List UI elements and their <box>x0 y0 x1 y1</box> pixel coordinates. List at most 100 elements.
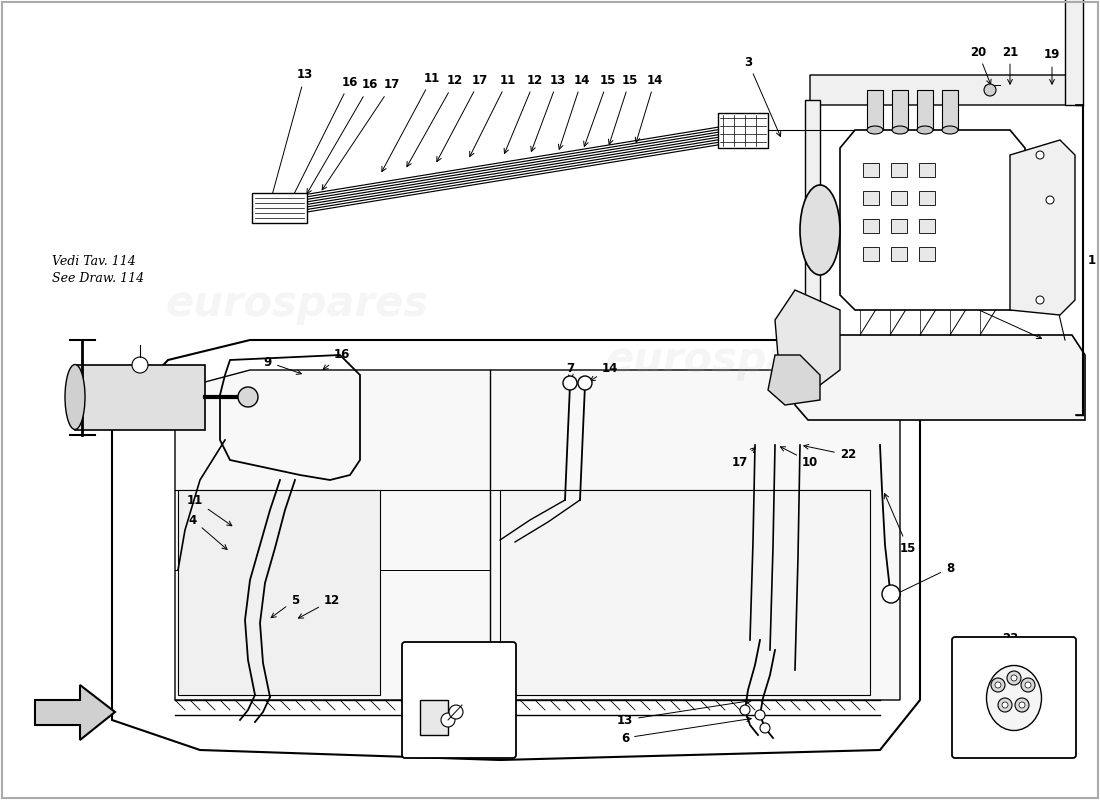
Circle shape <box>563 376 578 390</box>
Bar <box>864 163 879 177</box>
Text: 16: 16 <box>307 78 378 194</box>
Text: 12: 12 <box>504 74 543 154</box>
Bar <box>917 90 933 130</box>
Circle shape <box>984 84 996 96</box>
Text: 15: 15 <box>884 494 916 554</box>
Text: 14: 14 <box>635 74 663 142</box>
Text: 17: 17 <box>732 448 756 469</box>
Polygon shape <box>500 490 870 695</box>
Circle shape <box>578 376 592 390</box>
Text: 13: 13 <box>531 74 566 151</box>
Bar <box>75 365 205 430</box>
Bar <box>892 90 907 130</box>
Polygon shape <box>1010 140 1075 315</box>
Circle shape <box>1021 678 1035 692</box>
Text: 18: 18 <box>427 642 456 656</box>
Text: 2: 2 <box>964 298 1042 338</box>
Polygon shape <box>795 335 1085 420</box>
Circle shape <box>1011 675 1018 681</box>
Bar <box>891 163 908 177</box>
Bar <box>867 90 883 130</box>
Ellipse shape <box>867 126 883 134</box>
Circle shape <box>1019 702 1025 708</box>
Bar <box>252 193 307 223</box>
Text: 14: 14 <box>591 362 618 381</box>
Circle shape <box>760 723 770 733</box>
Circle shape <box>991 678 1005 692</box>
Text: 1: 1 <box>1088 254 1096 266</box>
Circle shape <box>1036 151 1044 159</box>
Bar <box>942 90 958 130</box>
Bar <box>864 191 879 205</box>
Text: 8: 8 <box>895 562 954 594</box>
Polygon shape <box>840 130 1025 310</box>
Circle shape <box>449 705 463 719</box>
Ellipse shape <box>987 666 1042 730</box>
Text: 11: 11 <box>382 71 440 171</box>
Bar <box>891 219 908 233</box>
Circle shape <box>1036 296 1044 304</box>
Text: 15: 15 <box>608 74 638 144</box>
Text: 15: 15 <box>584 74 616 146</box>
Polygon shape <box>776 290 840 400</box>
Text: 11: 11 <box>470 74 516 157</box>
Circle shape <box>998 698 1012 712</box>
Circle shape <box>996 682 1001 688</box>
Text: 10: 10 <box>780 446 818 469</box>
Circle shape <box>1025 682 1031 688</box>
Text: 9: 9 <box>264 355 301 374</box>
Text: 17: 17 <box>322 78 400 190</box>
FancyBboxPatch shape <box>402 642 516 758</box>
Polygon shape <box>768 355 820 405</box>
Text: Vedi Tav. 114
See Draw. 114: Vedi Tav. 114 See Draw. 114 <box>52 255 144 285</box>
Text: 21: 21 <box>1002 46 1019 84</box>
Text: 16: 16 <box>292 75 359 198</box>
Circle shape <box>1002 702 1008 708</box>
Text: 17: 17 <box>437 74 488 162</box>
Bar <box>918 163 935 177</box>
Bar <box>805 100 820 350</box>
Polygon shape <box>112 340 920 760</box>
Text: 16: 16 <box>323 349 350 370</box>
Bar <box>918 191 935 205</box>
Text: 13: 13 <box>617 699 751 726</box>
Circle shape <box>740 705 750 715</box>
Ellipse shape <box>65 365 85 430</box>
Circle shape <box>132 357 148 373</box>
Bar <box>918 247 935 261</box>
Circle shape <box>441 713 455 727</box>
Polygon shape <box>175 370 900 700</box>
Text: 14: 14 <box>559 74 591 150</box>
Text: 7: 7 <box>565 362 574 380</box>
Ellipse shape <box>942 126 958 134</box>
Bar <box>864 219 879 233</box>
Circle shape <box>882 585 900 603</box>
Text: 20: 20 <box>970 46 991 84</box>
Text: 11: 11 <box>187 494 232 526</box>
Polygon shape <box>810 75 1082 105</box>
Text: 22: 22 <box>804 445 856 462</box>
Text: 5: 5 <box>271 594 299 618</box>
Bar <box>1065 0 1084 105</box>
Bar <box>420 700 448 735</box>
Bar <box>891 247 908 261</box>
Text: 12: 12 <box>298 594 340 618</box>
Text: 13: 13 <box>268 69 313 206</box>
Text: 19: 19 <box>1044 49 1060 84</box>
Text: eurospares: eurospares <box>165 283 429 325</box>
Circle shape <box>238 387 258 407</box>
Circle shape <box>755 710 764 720</box>
Bar <box>718 113 768 148</box>
Ellipse shape <box>892 126 907 134</box>
Bar <box>918 219 935 233</box>
FancyBboxPatch shape <box>952 637 1076 758</box>
Bar <box>891 191 908 205</box>
Polygon shape <box>35 685 116 740</box>
Circle shape <box>1006 671 1021 685</box>
Polygon shape <box>178 490 380 695</box>
Ellipse shape <box>917 126 933 134</box>
Text: eurospares: eurospares <box>605 339 869 381</box>
Ellipse shape <box>800 185 840 275</box>
Text: 3: 3 <box>744 55 781 137</box>
Bar <box>864 247 879 261</box>
